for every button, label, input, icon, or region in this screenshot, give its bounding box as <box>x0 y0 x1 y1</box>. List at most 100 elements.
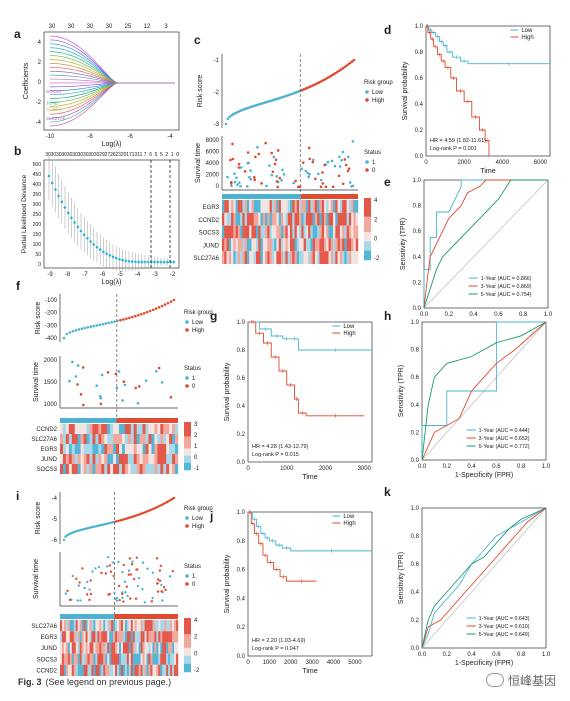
b-y-tick: 100 <box>33 242 42 248</box>
c-heat-cell <box>335 200 338 213</box>
a-x-tick: -6 <box>127 134 133 140</box>
c-surv-point <box>308 172 311 176</box>
c-heat-cell <box>233 200 236 213</box>
i-heat-cell <box>67 620 71 632</box>
c-heat-cell <box>339 200 343 213</box>
c-heat-cell <box>326 238 329 252</box>
f-heat-cell <box>145 454 149 464</box>
c-heat-cell <box>262 200 266 213</box>
c-heat-cell <box>337 200 341 213</box>
i-heat-cell <box>93 664 96 676</box>
i-heat-cell <box>101 653 104 665</box>
c-heat-cell <box>258 225 261 239</box>
c-heat-cell <box>299 225 302 239</box>
c-heat-cell <box>242 212 245 226</box>
c-heat-cell <box>235 225 239 239</box>
i-heat-cell <box>83 642 86 654</box>
a-top-tick: 30 <box>87 24 94 30</box>
i-heat-cell <box>77 664 80 676</box>
f-heat-cell <box>74 424 78 434</box>
f-risk-point <box>125 317 128 320</box>
c-legend-high-dot <box>365 98 369 102</box>
i-surv-point <box>121 596 124 599</box>
h-x-tick: 0.4 <box>467 464 476 470</box>
c-heat-cell <box>324 251 327 264</box>
c-heat-cell <box>326 251 329 264</box>
c-heat-cell <box>228 200 232 213</box>
c-surv-point <box>275 174 279 178</box>
f-heat-cell <box>60 434 64 444</box>
c-surv-point <box>276 185 280 189</box>
c-heat-cell <box>237 251 241 264</box>
b-top-tick: 7 <box>144 152 147 158</box>
i-heat-cell <box>109 620 112 632</box>
i-heat-cell <box>160 631 163 643</box>
f-heat-cell <box>80 434 84 444</box>
a-x-tick: -10 <box>46 134 55 140</box>
i-scale-cell <box>184 631 191 635</box>
k-x-tick: 0.8 <box>517 652 526 658</box>
i-heat-cell <box>97 642 100 654</box>
c-risk-point <box>226 117 230 121</box>
f-scale-cell <box>184 443 191 447</box>
e-legend-entry: 3-Year (AUC = 0.869) <box>481 284 532 290</box>
h-y-tick: 0.0 <box>411 458 420 464</box>
c-surv-point <box>294 179 297 183</box>
b-top-tick: 30 <box>88 152 94 158</box>
b-mean-point <box>108 254 112 257</box>
b-mean-point <box>76 225 80 229</box>
f-heat-cell <box>151 454 155 464</box>
f-risk-tick: -300 <box>45 323 58 329</box>
c-group-bar-low <box>222 194 301 199</box>
c-heat-cell <box>342 238 345 252</box>
f-heat-cell <box>139 444 143 454</box>
k-x-tick: 1.0 <box>542 652 551 658</box>
c-heat-cell <box>351 200 354 213</box>
f-risk-point <box>122 318 125 321</box>
k-x-tick: 0.4 <box>467 652 476 658</box>
f-risk-point <box>86 326 90 329</box>
c-heat-cell <box>333 238 336 252</box>
f-heat-cell <box>121 444 126 454</box>
f-heat-cell <box>157 464 161 474</box>
f-heat-cell <box>113 464 117 474</box>
f-heat-cell <box>151 444 155 454</box>
i-heat-cell <box>83 620 86 632</box>
b-mean-point <box>114 256 118 260</box>
f-heat-cell <box>92 444 96 454</box>
b-top-tick: 1 <box>171 152 174 158</box>
c-heat-cell <box>324 225 327 239</box>
c-risk-tick: -2 <box>214 90 220 96</box>
c-surv-ylabel: Survival time <box>195 143 202 183</box>
k-y-tick: 0.0 <box>411 646 420 652</box>
i-heat-cell <box>69 620 72 632</box>
i-surv-point <box>143 601 146 604</box>
f-heat-cell <box>148 434 152 444</box>
f-heat-cell <box>65 444 70 454</box>
c-surv-point <box>245 185 249 188</box>
i-heat-cell <box>65 653 69 665</box>
f-heat-cell <box>60 444 64 454</box>
c-heat-cell <box>222 238 225 252</box>
label-d: d <box>384 23 391 37</box>
c-heat-cell <box>240 225 243 239</box>
i-scale-tick: 2 <box>194 635 198 641</box>
i-heat-cell <box>117 664 120 676</box>
i-surv-point <box>171 569 175 573</box>
c-surv-point <box>341 150 345 154</box>
c-scale-cell <box>364 244 371 248</box>
i-surv-point <box>121 570 124 574</box>
i-heat-cell <box>79 664 82 676</box>
j-x-tick: 4000 <box>327 660 341 666</box>
g-ylabel: Survival probability <box>224 362 231 421</box>
i-heat-cell <box>91 620 94 632</box>
a-xlabel: Log(λ) <box>102 141 122 148</box>
b-mean-point <box>127 260 131 263</box>
f-heat-cell <box>127 454 131 464</box>
a-coef-path <box>49 55 175 84</box>
c-heat-cell <box>251 200 254 213</box>
e-y-tick: 0.8 <box>413 204 422 210</box>
c-heat-cell <box>303 225 307 239</box>
i-heat-cell <box>117 642 120 654</box>
i-heat-cell <box>176 620 179 632</box>
